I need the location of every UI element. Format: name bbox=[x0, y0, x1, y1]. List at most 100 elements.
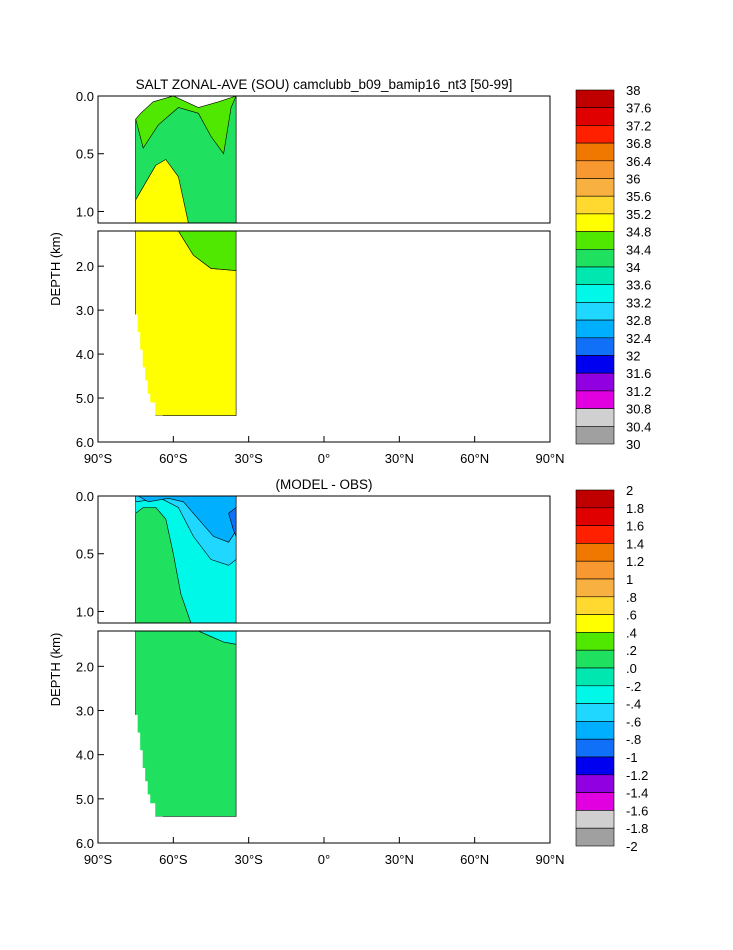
colorbar-swatch bbox=[575, 266, 615, 286]
y-axis-label: DEPTH (km) bbox=[48, 633, 63, 707]
colorbar-label: 32.4 bbox=[626, 331, 651, 346]
colorbar-label: 33.2 bbox=[626, 295, 651, 310]
colorbar-label: 37.2 bbox=[626, 118, 651, 133]
panel-2: (MODEL - OBS)0.00.51.02.03.04.05.06.0DEP… bbox=[48, 477, 648, 867]
x-tick-label: 30°S bbox=[234, 852, 263, 867]
colorbar-label: 1.2 bbox=[626, 554, 644, 569]
y-tick-label: 1.0 bbox=[76, 604, 94, 619]
colorbar-swatch bbox=[575, 372, 615, 392]
colorbar-swatch bbox=[575, 408, 615, 427]
contour-region bbox=[135, 630, 237, 817]
colorbar-swatch bbox=[575, 667, 615, 687]
colorbar-label: .2 bbox=[626, 643, 637, 658]
colorbar-label: 1.4 bbox=[626, 536, 644, 551]
colorbar-label: -1.6 bbox=[626, 803, 648, 818]
y-tick-label: 6.0 bbox=[76, 435, 94, 450]
colorbar-label: 2 bbox=[626, 483, 633, 498]
colorbar-label: 30 bbox=[626, 437, 640, 452]
contour-region bbox=[228, 506, 237, 537]
colorbar-swatch bbox=[575, 685, 615, 704]
colorbar-label: -.2 bbox=[626, 679, 641, 694]
x-tick-label: 60°S bbox=[159, 852, 188, 867]
colorbar-label: -2 bbox=[626, 839, 638, 854]
colorbar-label: 30.8 bbox=[626, 402, 651, 417]
colorbar-swatch bbox=[575, 507, 615, 526]
x-tick-label: 60°S bbox=[159, 451, 188, 466]
colorbar-label: 33.6 bbox=[626, 278, 651, 293]
colorbar-label: -1.8 bbox=[626, 821, 648, 836]
land-mask bbox=[133, 816, 163, 842]
contour-region bbox=[135, 507, 192, 624]
x-tick-label: 0° bbox=[318, 451, 330, 466]
colorbar-swatch bbox=[575, 195, 615, 215]
colorbar-swatch bbox=[575, 774, 615, 793]
colorbar-label: .6 bbox=[626, 608, 637, 623]
colorbar-label: .4 bbox=[626, 625, 637, 640]
colorbar-label: 36.8 bbox=[626, 136, 651, 151]
colorbar-swatch bbox=[575, 756, 615, 776]
colorbar-swatch bbox=[575, 649, 615, 669]
colorbar-swatch bbox=[575, 142, 615, 162]
colorbar-label: -.4 bbox=[626, 697, 641, 712]
x-tick-label: 90°N bbox=[535, 451, 564, 466]
y-tick-label: 6.0 bbox=[76, 836, 94, 851]
colorbar-swatch bbox=[575, 319, 615, 339]
y-tick-label: 4.0 bbox=[76, 748, 94, 763]
colorbar-label: 31.6 bbox=[626, 366, 651, 381]
colorbar-swatch bbox=[575, 284, 615, 303]
colorbar-label: 32.8 bbox=[626, 313, 651, 328]
colorbar-label: 1.8 bbox=[626, 501, 644, 516]
colorbar-swatch bbox=[575, 596, 615, 615]
colorbar-label: 35.6 bbox=[626, 189, 651, 204]
colorbar-swatch bbox=[575, 543, 615, 562]
colorbar-label: 1 bbox=[626, 572, 633, 587]
colorbar-label: .8 bbox=[626, 590, 637, 605]
colorbar-label: 36.4 bbox=[626, 154, 651, 169]
colorbar-swatch bbox=[575, 213, 615, 232]
y-tick-label: 2.0 bbox=[76, 259, 94, 274]
x-tick-label: 0° bbox=[318, 852, 330, 867]
y-tick-label: 3.0 bbox=[76, 704, 94, 719]
land-mask bbox=[133, 415, 163, 441]
colorbar-label: 34.8 bbox=[626, 225, 651, 240]
x-tick-label: 60°N bbox=[460, 852, 489, 867]
colorbar-swatch bbox=[575, 721, 615, 740]
x-tick-label: 90°S bbox=[84, 852, 113, 867]
colorbar-swatch bbox=[575, 178, 615, 197]
colorbar-swatch bbox=[575, 390, 615, 409]
y-tick-label: 5.0 bbox=[76, 391, 94, 406]
x-tick-label: 90°S bbox=[84, 451, 113, 466]
y-tick-label: 4.0 bbox=[76, 347, 94, 362]
colorbar-label: 37.6 bbox=[626, 101, 651, 116]
x-tick-label: 60°N bbox=[460, 451, 489, 466]
colorbar-swatch bbox=[575, 703, 615, 722]
colorbar-label: 36 bbox=[626, 172, 640, 187]
colorbar-swatch bbox=[575, 107, 615, 126]
colorbar-swatch bbox=[575, 249, 615, 268]
colorbar-label: -.8 bbox=[626, 732, 641, 747]
colorbar-swatch bbox=[575, 125, 615, 144]
colorbar-label: -1.4 bbox=[626, 786, 648, 801]
colorbar-swatch bbox=[575, 160, 615, 179]
colorbar-swatch bbox=[575, 231, 615, 250]
colorbar-label: -1.2 bbox=[626, 768, 648, 783]
colorbar-label: 34 bbox=[626, 260, 640, 275]
colorbar-label: 1.6 bbox=[626, 519, 644, 534]
x-tick-label: 30°N bbox=[385, 451, 414, 466]
colorbar-label: 35.2 bbox=[626, 207, 651, 222]
chart-title: (MODEL - OBS) bbox=[275, 477, 372, 492]
colorbar-swatch bbox=[575, 578, 615, 598]
y-tick-label: 0.0 bbox=[76, 489, 94, 504]
colorbar-swatch bbox=[575, 792, 615, 811]
colorbar-swatch bbox=[575, 614, 615, 633]
plot-frame-upper bbox=[97, 495, 551, 624]
y-tick-label: 0.0 bbox=[76, 89, 94, 104]
colorbar-label: .0 bbox=[626, 661, 637, 676]
chart-title: SALT ZONAL-AVE (SOU) camclubb_b09_bamip1… bbox=[136, 77, 513, 92]
colorbar-swatch bbox=[575, 525, 615, 544]
y-tick-label: 5.0 bbox=[76, 792, 94, 807]
y-tick-label: 1.0 bbox=[76, 204, 94, 219]
plot-frame-upper bbox=[97, 95, 551, 224]
